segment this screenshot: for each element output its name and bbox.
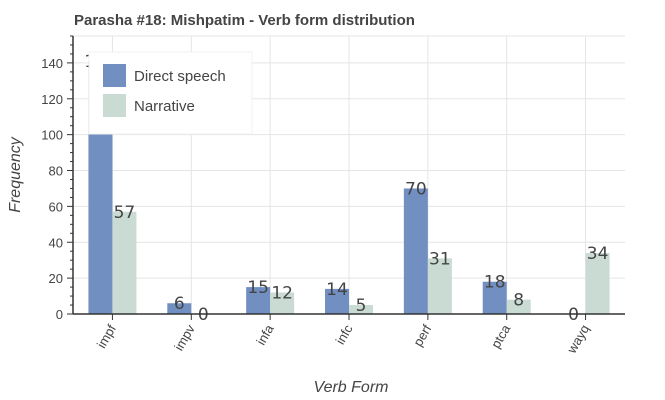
legend-swatch (103, 94, 126, 117)
x-tick-label: perf (410, 322, 434, 349)
legend: Direct speech Narrative (88, 51, 253, 135)
y-tick-label: 100 (41, 128, 63, 143)
y-tick-label: 60 (49, 199, 63, 214)
data-label: 8 (513, 291, 524, 311)
x-axis-label: Verb Form (314, 379, 389, 396)
y-tick-label: 40 (49, 235, 63, 250)
bar-narrative (585, 253, 610, 314)
chart-title: Parasha #18: Mishpatim - Verb form distr… (74, 12, 415, 29)
bar-narrative (270, 292, 295, 314)
y-tick-label: 120 (41, 92, 63, 107)
bar-narrative (427, 258, 452, 314)
bar-direct-speech (246, 287, 271, 314)
bar-narrative (506, 299, 531, 314)
data-label: 57 (114, 203, 136, 223)
data-label: 0 (198, 305, 209, 325)
y-tick-label: 20 (49, 271, 63, 286)
y-axis-label: Frequency (7, 136, 24, 213)
bar-direct-speech (482, 281, 507, 314)
y-tick-label: 140 (41, 56, 63, 71)
x-tick-label: infc (332, 322, 355, 347)
data-label: 18 (484, 273, 506, 293)
y-tick-label: 80 (49, 164, 63, 179)
bar-direct-speech (167, 303, 192, 314)
y-tick-label: 0 (56, 307, 63, 322)
x-tick-label: impf (94, 322, 119, 351)
bar-narrative (112, 211, 137, 314)
bar-direct-speech (325, 288, 349, 314)
data-label: 15 (247, 278, 269, 298)
bar-direct-speech (403, 188, 428, 314)
bar-narrative (349, 305, 373, 314)
grid (73, 35, 625, 315)
data-label: 12 (271, 283, 293, 303)
x-tick-label: wayq (563, 322, 592, 357)
x-tick-label: infa (253, 321, 277, 347)
data-label: 34 (587, 244, 609, 264)
data-label: 0 (568, 305, 579, 325)
legend-swatch (103, 64, 126, 87)
x-tick-label: ptca (488, 321, 514, 350)
x-tick-label: impv (171, 322, 198, 354)
legend-label: Narrative (134, 98, 195, 115)
data-label: 70 (405, 179, 427, 199)
data-label: 5 (356, 296, 367, 316)
legend-label: Direct speech (134, 68, 226, 85)
data-label: 14 (326, 280, 348, 300)
data-label: 6 (174, 294, 185, 314)
data-label: 31 (429, 249, 451, 269)
